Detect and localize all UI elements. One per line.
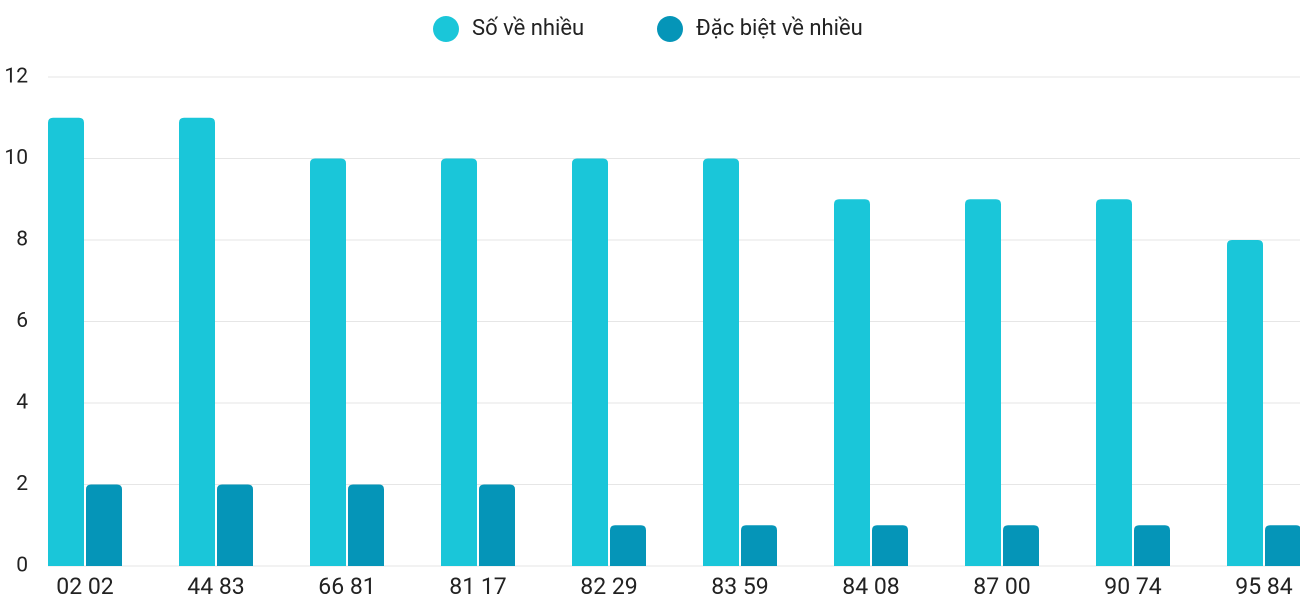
y-tick-label: 6 xyxy=(16,309,28,333)
bar xyxy=(965,199,1001,566)
legend-label: Đặc biệt về nhiều xyxy=(696,16,863,41)
bar xyxy=(1265,525,1300,566)
bar xyxy=(48,117,84,566)
bar xyxy=(179,117,215,566)
legend-label: Số về nhiều xyxy=(472,16,584,41)
bar xyxy=(1134,525,1170,566)
y-tick-label: 0 xyxy=(16,554,28,578)
bar xyxy=(834,199,870,566)
bar xyxy=(86,484,122,566)
x-tick-label: 83 59 xyxy=(711,573,768,600)
legend-marker xyxy=(433,16,459,42)
bar xyxy=(1227,240,1263,566)
bar xyxy=(441,158,477,566)
x-tick-label: 87 00 xyxy=(973,573,1030,600)
bar xyxy=(572,158,608,566)
x-tick-label: 84 08 xyxy=(842,573,899,600)
y-tick-label: 2 xyxy=(16,472,28,496)
bar xyxy=(1096,199,1132,566)
x-tick-label: 44 83 xyxy=(187,573,244,600)
y-tick-label: 4 xyxy=(16,391,28,415)
x-tick-label: 95 84 xyxy=(1235,573,1292,600)
y-tick-label: 12 xyxy=(4,65,28,89)
x-tick-label: 02 02 xyxy=(56,573,113,600)
legend-marker xyxy=(657,16,683,42)
bar xyxy=(741,525,777,566)
bar xyxy=(1003,525,1039,566)
x-tick-label: 90 74 xyxy=(1104,573,1161,600)
bar xyxy=(703,158,739,566)
y-tick-label: 8 xyxy=(16,228,28,252)
x-tick-label: 66 81 xyxy=(318,573,375,600)
bar xyxy=(310,158,346,566)
bar xyxy=(610,525,646,566)
bar xyxy=(479,484,515,566)
bar xyxy=(217,484,253,566)
bar xyxy=(348,484,384,566)
x-tick-label: 81 17 xyxy=(449,573,506,600)
y-tick-label: 10 xyxy=(4,146,28,170)
x-tick-label: 82 29 xyxy=(580,573,637,600)
bar xyxy=(872,525,908,566)
